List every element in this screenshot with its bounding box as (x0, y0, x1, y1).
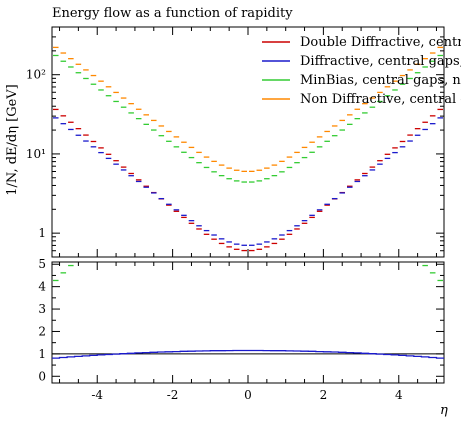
ratio-y-axis: 0 1 2 3 4 5 (38, 257, 444, 383)
chart-title: Energy flow as a function of rapidity (52, 6, 293, 21)
ratio-series-0 (52, 349, 444, 359)
main-x-axis (59, 27, 437, 257)
series-1 (53, 117, 443, 246)
x-tick-label: 0 (244, 388, 252, 402)
y-tick-label: 10¹ (26, 147, 46, 161)
y-tick-label: 4 (38, 280, 46, 294)
series-2 (53, 54, 443, 183)
x-tick-label: -2 (167, 388, 179, 402)
x-tick-label: 4 (395, 388, 403, 402)
legend-label: Diffractive, central gaps, no gap (300, 54, 461, 69)
y-tick-label: 0 (38, 369, 46, 383)
y-tick-label: 2 (38, 324, 46, 338)
legend: Double Diffractive, central gaps, no gap… (262, 35, 461, 107)
y-tick-label: 3 (38, 302, 46, 316)
ratio-series-1 (53, 264, 443, 282)
y-axis-label: 1/N, dE/dη [GeV] (5, 84, 20, 196)
x-tick-label: 2 (320, 388, 328, 402)
main-series-group (53, 46, 443, 252)
ratio-plot: 0 1 2 3 4 5 -4 -2 0 2 4 (38, 257, 445, 402)
legend-label: MinBias, central gaps, no gap (300, 73, 461, 88)
x-axis-label: η (440, 403, 448, 418)
main-plot: 1 10¹ 10² Double Diffractive, central gaps… (5, 26, 461, 258)
ratio-series-group (52, 264, 444, 359)
legend-label: Non Diffractive, central gaps, no gap (300, 92, 461, 107)
y-tick-label: 10² (26, 68, 46, 82)
series-0 (53, 108, 443, 252)
y-tick-label: 1 (38, 226, 46, 240)
y-tick-label: 1 (38, 347, 46, 361)
y-tick-label: 5 (38, 257, 46, 271)
legend-label: Double Diffractive, central gaps, no gap (300, 35, 461, 50)
main-y-axis: 1 10¹ 10² (26, 26, 444, 258)
ratio-plot-frame (51, 261, 445, 384)
ratio-x-axis: -4 -2 0 2 4 (59, 262, 437, 402)
series-3 (53, 46, 443, 173)
x-tick-label: -4 (91, 388, 103, 402)
